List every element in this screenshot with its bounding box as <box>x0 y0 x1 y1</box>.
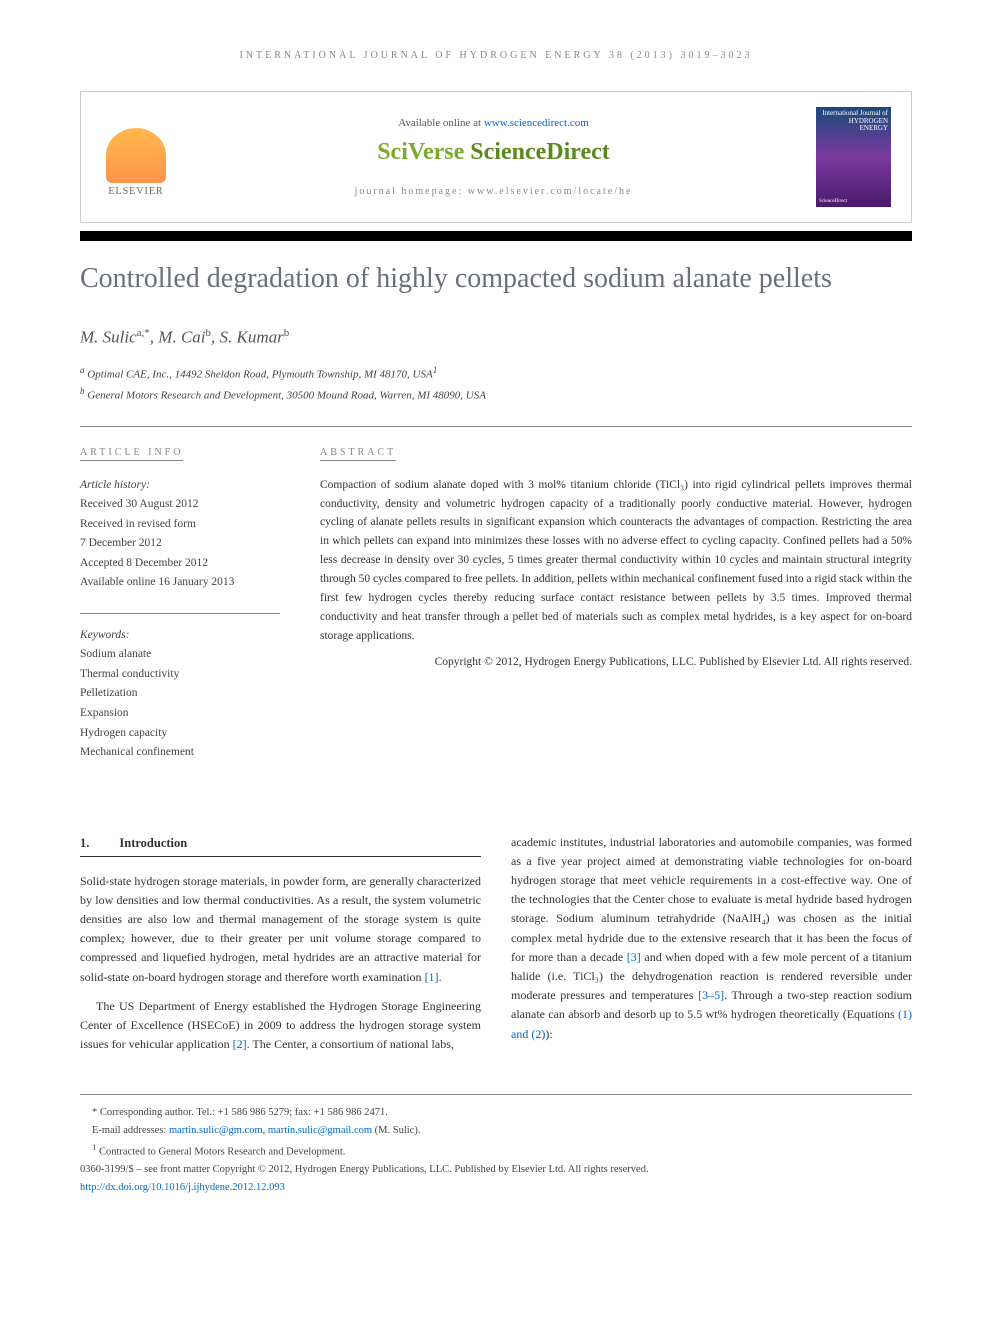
keyword-6: Mechanical confinement <box>80 743 280 763</box>
article-info-heading: ARTICLE INFO <box>80 447 183 461</box>
body-column-right: academic institutes, industrial laborato… <box>511 833 912 1065</box>
abstract-copyright: Copyright © 2012, Hydrogen Energy Public… <box>320 654 912 671</box>
ref-3-5-link[interactable]: [3–5] <box>698 988 724 1002</box>
aff-a-text: Optimal CAE, Inc., 14492 Sheldon Road, P… <box>85 369 433 381</box>
accepted-date: Accepted 8 December 2012 <box>80 554 280 574</box>
revised-line1: Received in revised form <box>80 515 280 535</box>
section-1-title: Introduction <box>119 833 187 853</box>
intro-para-2: The US Department of Energy established … <box>80 997 481 1055</box>
affiliation-b: b General Motors Research and Developmen… <box>80 384 912 405</box>
cover-publisher: ScienceDirect <box>819 199 888 204</box>
p1-end: . <box>439 970 442 984</box>
elsevier-tree-icon <box>106 128 166 183</box>
author-1: M. Sulic <box>80 328 137 347</box>
keywords-label: Keywords: <box>80 626 280 646</box>
abstract-column: ABSTRACT Compaction of sodium alanate do… <box>320 442 912 783</box>
history-label: Article history: <box>80 476 280 496</box>
article-history-block: Article history: Received 30 August 2012… <box>80 476 280 593</box>
section-1-number: 1. <box>80 833 89 853</box>
ref-2-link[interactable]: [2] <box>233 1037 247 1051</box>
author-2: , M. Cai <box>150 328 206 347</box>
cover-title: International Journal of HYDROGEN ENERGY <box>819 110 888 133</box>
journal-homepage: journal homepage: www.elsevier.com/locat… <box>191 186 796 197</box>
keyword-3: Pelletization <box>80 684 280 704</box>
intro-para-2-cont: academic institutes, industrial laborato… <box>511 833 912 1044</box>
corr-label: * Corresponding author. <box>92 1107 194 1118</box>
p2b-text: . The Center, a consortium of national l… <box>247 1037 454 1051</box>
journal-cover-thumbnail: International Journal of HYDROGEN ENERGY… <box>816 107 891 207</box>
brand-sciverse: SciVerse <box>377 139 470 165</box>
keyword-2: Thermal conductivity <box>80 665 280 685</box>
footnote-divider <box>80 1094 912 1095</box>
keyword-1: Sodium alanate <box>80 645 280 665</box>
sciencedirect-link[interactable]: www.sciencedirect.com <box>484 117 589 129</box>
affiliations: a Optimal CAE, Inc., 14492 Sheldon Road,… <box>80 363 912 406</box>
email-line: E-mail addresses: martin.sulic@gm.com, m… <box>80 1123 912 1139</box>
section-1-heading: 1. Introduction <box>80 833 481 857</box>
issn-copyright: 0360-3199/$ – see front matter Copyright… <box>80 1162 912 1178</box>
sciverse-brand: SciVerse ScienceDirect <box>191 139 796 166</box>
email-2-link[interactable]: martin.sulic@gmail.com <box>268 1125 372 1136</box>
revised-line2: 7 December 2012 <box>80 534 280 554</box>
ref-3-link[interactable]: [3] <box>627 950 641 964</box>
header-box: ELSEVIER Available online at www.science… <box>80 91 912 223</box>
keyword-4: Expansion <box>80 704 280 724</box>
abstract-text: Compaction of sodium alanate doped with … <box>320 476 912 647</box>
p1-text: Solid-state hydrogen storage materials, … <box>80 874 481 984</box>
elsevier-logo: ELSEVIER <box>101 117 171 197</box>
info-abstract-section: ARTICLE INFO Article history: Received 3… <box>80 426 912 783</box>
author-3: , S. Kumar <box>211 328 284 347</box>
paper-title: Controlled degradation of highly compact… <box>80 261 912 297</box>
body-column-left: 1. Introduction Solid-state hydrogen sto… <box>80 833 481 1065</box>
email-label: E-mail addresses: <box>92 1125 169 1136</box>
affiliation-a: a Optimal CAE, Inc., 14492 Sheldon Road,… <box>80 363 912 384</box>
email-who: (M. Sulic). <box>372 1125 420 1136</box>
online-date: Available online 16 January 2013 <box>80 573 280 593</box>
elsevier-text: ELSEVIER <box>108 186 163 197</box>
keywords-block: Keywords: Sodium alanate Thermal conduct… <box>80 613 280 763</box>
running-head: INTERNATIONAL JOURNAL OF HYDROGEN ENERGY… <box>80 50 912 61</box>
keyword-5: Hydrogen capacity <box>80 724 280 744</box>
aff-a-note: 1 <box>433 365 438 375</box>
aff-b-text: General Motors Research and Development,… <box>85 390 486 402</box>
received-date: Received 30 August 2012 <box>80 495 280 515</box>
available-prefix: Available online at <box>398 117 484 129</box>
black-divider-bar <box>80 231 912 241</box>
header-center: Available online at www.sciencedirect.co… <box>191 117 796 197</box>
author-3-sup: b <box>284 327 290 339</box>
p2f-text: ): <box>545 1027 552 1041</box>
doi-link[interactable]: http://dx.doi.org/10.1016/j.ijhydene.201… <box>80 1180 912 1196</box>
available-online-text: Available online at www.sciencedirect.co… <box>191 117 796 129</box>
footnotes: * Corresponding author. Tel.: +1 586 986… <box>80 1105 912 1195</box>
ref-1-link[interactable]: [1] <box>425 970 439 984</box>
fn1-text: Contracted to General Motors Research an… <box>96 1146 345 1157</box>
intro-para-1: Solid-state hydrogen storage materials, … <box>80 872 481 987</box>
corr-tel: Tel.: +1 586 986 5279; fax: +1 586 986 2… <box>194 1107 388 1118</box>
article-info-column: ARTICLE INFO Article history: Received 3… <box>80 442 280 783</box>
abstract-heading: ABSTRACT <box>320 447 396 461</box>
footnote-1: 1 Contracted to General Motors Research … <box>80 1141 912 1160</box>
corresponding-author: * Corresponding author. Tel.: +1 586 986… <box>80 1105 912 1121</box>
body-two-column: 1. Introduction Solid-state hydrogen sto… <box>80 833 912 1065</box>
email-1-link[interactable]: martin.sulic@gm.com <box>169 1125 263 1136</box>
author-1-sup: a,* <box>137 327 150 339</box>
p2c-text: academic institutes, industrial laborato… <box>511 835 912 964</box>
brand-sciencedirect: ScienceDirect <box>470 139 610 165</box>
author-list: M. Sulica,*, M. Caib, S. Kumarb <box>80 327 912 348</box>
